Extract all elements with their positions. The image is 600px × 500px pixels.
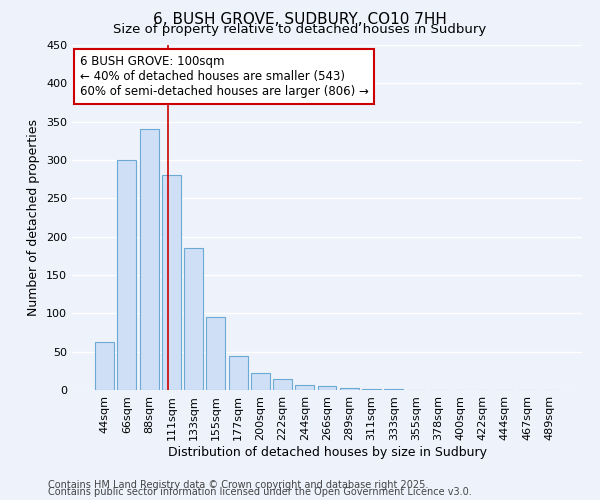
Bar <box>362 389 381 390</box>
Bar <box>95 342 114 390</box>
Y-axis label: Number of detached properties: Number of detached properties <box>28 119 40 316</box>
Bar <box>295 384 314 390</box>
Bar <box>118 160 136 390</box>
Text: 6, BUSH GROVE, SUDBURY, CO10 7HH: 6, BUSH GROVE, SUDBURY, CO10 7HH <box>153 12 447 28</box>
Text: Size of property relative to detached houses in Sudbury: Size of property relative to detached ho… <box>113 22 487 36</box>
Bar <box>140 130 158 390</box>
Bar <box>162 176 181 390</box>
Bar <box>206 317 225 390</box>
Bar <box>317 386 337 390</box>
Bar <box>184 248 203 390</box>
X-axis label: Distribution of detached houses by size in Sudbury: Distribution of detached houses by size … <box>167 446 487 458</box>
Bar <box>251 373 270 390</box>
Text: Contains HM Land Registry data © Crown copyright and database right 2025.: Contains HM Land Registry data © Crown c… <box>48 480 428 490</box>
Bar <box>229 356 248 390</box>
Text: Contains public sector information licensed under the Open Government Licence v3: Contains public sector information licen… <box>48 487 472 497</box>
Text: 6 BUSH GROVE: 100sqm
← 40% of detached houses are smaller (543)
60% of semi-deta: 6 BUSH GROVE: 100sqm ← 40% of detached h… <box>80 56 368 98</box>
Bar <box>384 389 403 390</box>
Bar <box>273 380 292 390</box>
Bar <box>340 388 359 390</box>
